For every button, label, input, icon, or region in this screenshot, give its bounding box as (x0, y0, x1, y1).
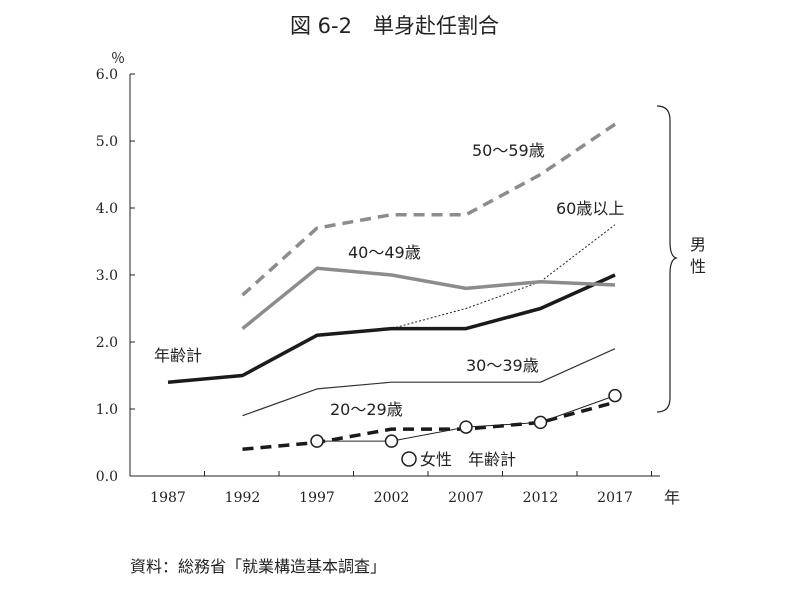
chart-title: 図 6-2 単身赴任割合 (290, 14, 499, 38)
series-layer (167, 122, 622, 451)
series-line-4 (241, 122, 616, 297)
series-line-0 (167, 273, 616, 384)
series-label-female-total: 女性 年齢計 (420, 450, 516, 469)
source-note: 資料：総務省「就業構造基本調査」 (130, 557, 387, 576)
female-marker (384, 434, 399, 448)
y-tick-label: 5.0 (96, 134, 118, 150)
series-line-1 (242, 348, 616, 417)
y-tick-label: 0.0 (96, 469, 118, 485)
female-legend-marker (401, 451, 417, 467)
y-tick-label: 4.0 (96, 201, 118, 217)
series-line-3 (241, 266, 616, 330)
x-tick-label: 2002 (374, 490, 410, 506)
x-tick-label: 2012 (523, 490, 559, 506)
labels-layer: 50〜59歳 60歳以上 40〜49歳 年齢計 30〜39歳 20〜29歳 女性… (154, 141, 706, 469)
male-bracket (656, 105, 678, 413)
series-line-6 (242, 400, 616, 451)
series-label-50-59: 50〜59歳 (472, 141, 545, 160)
female-marker (459, 420, 473, 434)
male-label-char: 性 (690, 257, 706, 276)
x-axis-unit-label: 年 (664, 488, 680, 507)
male-label-char: 男 (690, 235, 706, 254)
axes: 0.0 1.0 2.0 3.0 4.0 5.0 6.0 1987 1992 1997 2002 200… (96, 67, 680, 507)
y-unit-label: ％ (111, 51, 125, 67)
series-label-20-29: 20〜29歳 (330, 400, 403, 419)
series-label-40-49: 40〜49歳 (348, 243, 421, 262)
y-tick-label: 3.0 (96, 268, 118, 284)
series-label-total: 年齢計 (154, 346, 202, 365)
series-label-60-plus: 60歳以上 (556, 199, 624, 218)
x-tick-label: 2017 (597, 490, 633, 506)
group-label-male: 男性 (690, 235, 706, 276)
female-marker (608, 388, 622, 403)
x-tick-label: 1997 (299, 490, 335, 506)
x-tick-label: 1987 (150, 490, 186, 506)
female-marker (533, 415, 548, 430)
female-marker (310, 434, 324, 448)
x-tick-label: 2007 (448, 490, 484, 506)
y-tick-label: 6.0 (96, 67, 118, 83)
y-tick-label: 2.0 (96, 335, 118, 351)
x-tick-label: 1992 (225, 490, 261, 506)
y-tick-label: 1.0 (96, 402, 118, 418)
series-label-30-39: 30〜39歳 (466, 356, 539, 375)
